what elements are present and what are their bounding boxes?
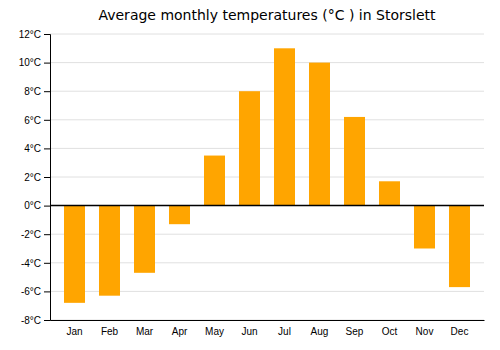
y-tick: -8°C bbox=[21, 315, 50, 326]
y-tick: 4°C bbox=[24, 143, 50, 154]
x-tick-label: Dec bbox=[451, 326, 469, 337]
y-tick-label: -8°C bbox=[21, 315, 41, 326]
zero-line bbox=[50, 205, 484, 207]
bars bbox=[50, 48, 484, 303]
x-tick: May bbox=[205, 326, 224, 337]
x-tick-label: Sep bbox=[346, 326, 364, 337]
y-tick-mark bbox=[44, 206, 50, 207]
y-tick: 10°C bbox=[19, 57, 50, 68]
x-tick-label: Oct bbox=[382, 326, 398, 337]
bar bbox=[449, 206, 470, 288]
x-tick: Feb bbox=[101, 326, 119, 337]
grid-line bbox=[50, 119, 484, 120]
x-tick: Jul bbox=[278, 326, 291, 337]
y-tick-label: -6°C bbox=[21, 286, 41, 297]
y-tick-label: 6°C bbox=[24, 115, 41, 126]
y-tick: 8°C bbox=[24, 86, 50, 97]
x-tick-label: Jun bbox=[241, 326, 257, 337]
x-tick: Apr bbox=[172, 326, 188, 337]
y-tick-label: 10°C bbox=[19, 57, 41, 68]
bar bbox=[239, 91, 260, 205]
bar bbox=[99, 206, 120, 296]
x-tick-label: Feb bbox=[101, 326, 119, 337]
plot: -8°C -6°C -4°C -2°C 0°C 2°C 4°C 6°C 8°C 10°C 12°C J… bbox=[19, 29, 485, 337]
grid-line bbox=[50, 91, 484, 92]
grid-line bbox=[50, 148, 484, 149]
grid-line bbox=[50, 205, 484, 206]
y-tick-mark bbox=[44, 234, 50, 235]
x-tick: Oct bbox=[382, 326, 398, 337]
grid-line bbox=[50, 34, 484, 35]
y-tick: 0°C bbox=[24, 200, 50, 211]
y-tick: 12°C bbox=[19, 29, 50, 40]
y-tick-mark bbox=[44, 63, 50, 64]
y-tick-label: -2°C bbox=[21, 229, 41, 240]
bar bbox=[134, 206, 155, 273]
x-tick: Sep bbox=[346, 326, 364, 337]
x-tick-label: Aug bbox=[311, 326, 329, 337]
y-tick-mark bbox=[44, 34, 50, 35]
y-tick-mark bbox=[44, 320, 50, 321]
x-tick: Nov bbox=[416, 326, 434, 337]
x-tick: Jun bbox=[241, 326, 257, 337]
bar bbox=[414, 206, 435, 249]
bar bbox=[169, 206, 190, 225]
y-tick-label: 2°C bbox=[24, 172, 41, 183]
grid-line bbox=[50, 62, 484, 63]
y-tick: -4°C bbox=[21, 258, 50, 269]
y-tick: -6°C bbox=[21, 286, 50, 297]
x-tick-label: Nov bbox=[416, 326, 434, 337]
x-tick: Dec bbox=[451, 326, 469, 337]
bar bbox=[64, 206, 85, 303]
y-tick: 2°C bbox=[24, 172, 50, 183]
y-tick: -2°C bbox=[21, 229, 50, 240]
x-tick: Aug bbox=[311, 326, 329, 337]
y-tick-mark bbox=[44, 177, 50, 178]
y-tick: 6°C bbox=[24, 115, 50, 126]
y-tick-mark bbox=[44, 91, 50, 92]
bar bbox=[344, 117, 365, 206]
chart: -8°C -6°C -4°C -2°C 0°C 2°C 4°C 6°C 8°C 10°C 12°C J… bbox=[0, 0, 500, 350]
x-tick-label: Mar bbox=[136, 326, 154, 337]
grid bbox=[50, 34, 484, 320]
bar bbox=[379, 181, 400, 205]
bar bbox=[204, 156, 225, 206]
x-tick-label: Jul bbox=[278, 326, 291, 337]
bar bbox=[274, 48, 295, 205]
x-axis: Jan Feb Mar Apr May Jun Jul Aug Sep Oct Nov Dec bbox=[51, 321, 485, 338]
y-tick-label: 0°C bbox=[24, 200, 41, 211]
y-axis: -8°C -6°C -4°C -2°C 0°C 2°C 4°C 6°C 8°C 10°C 12°C bbox=[19, 29, 51, 326]
y-axis-line bbox=[44, 35, 51, 321]
grid-line bbox=[50, 177, 484, 178]
y-tick-mark bbox=[44, 263, 50, 264]
y-tick-label: -4°C bbox=[21, 258, 41, 269]
x-tick-label: Jan bbox=[66, 326, 82, 337]
grid-line bbox=[50, 320, 484, 321]
title: Average monthly temperatures (°C ) in St… bbox=[98, 7, 436, 23]
y-tick-label: 4°C bbox=[24, 143, 41, 154]
x-tick: Mar bbox=[136, 326, 154, 337]
y-tick-mark bbox=[44, 148, 50, 149]
x-axis-line bbox=[51, 320, 485, 321]
x-tick: Jan bbox=[66, 326, 82, 337]
y-tick-mark bbox=[44, 120, 50, 121]
y-tick-label: 12°C bbox=[19, 29, 41, 40]
x-tick-label: Apr bbox=[172, 326, 188, 337]
bar bbox=[309, 63, 330, 206]
y-tick-mark bbox=[44, 291, 50, 292]
x-tick-label: May bbox=[205, 326, 224, 337]
y-tick-label: 8°C bbox=[24, 86, 41, 97]
